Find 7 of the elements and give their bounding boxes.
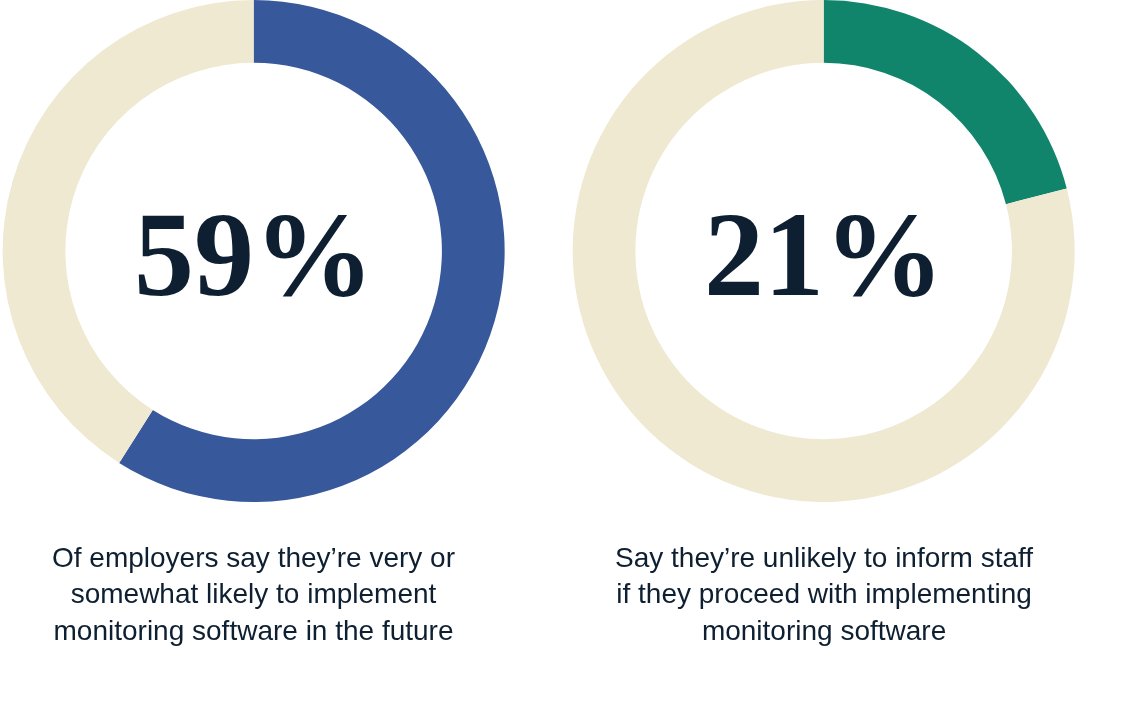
text: 21% <box>704 188 944 321</box>
text: 59% <box>134 188 374 321</box>
donut-slice <box>119 0 505 502</box>
text: Say they’re unlikely to inform staff if they proceed with implementing monitoring software <box>615 542 1034 646</box>
donut-slice <box>572 0 1075 502</box>
text: Of employers say they’re very or somewhat likely to implement monitoring software in the future <box>52 542 456 646</box>
donut-slice <box>823 0 1067 205</box>
